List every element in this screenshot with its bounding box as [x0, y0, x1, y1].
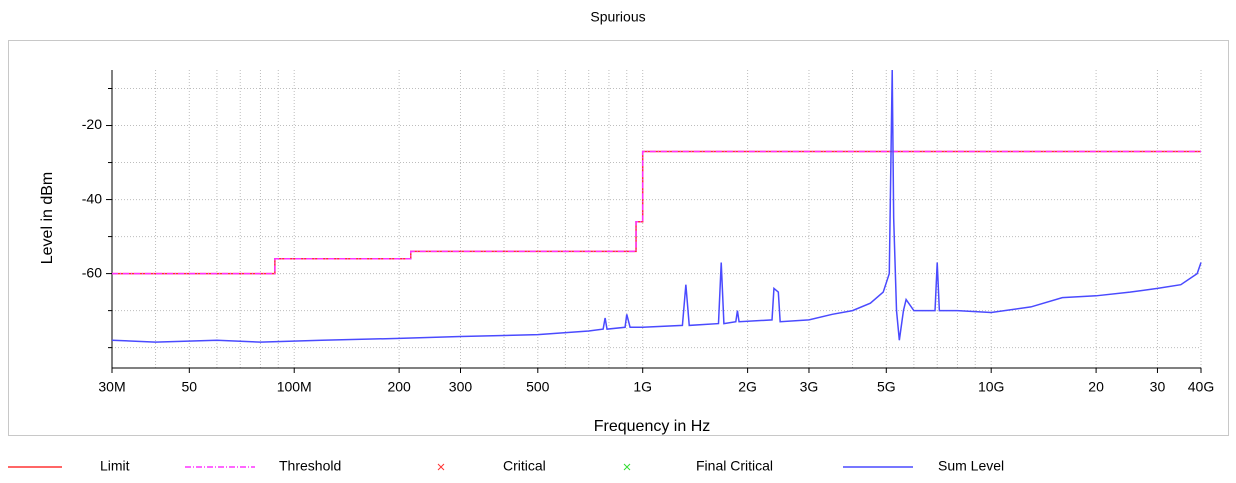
x-tick-label: 30M: [98, 379, 125, 395]
legend-label: Critical: [503, 458, 546, 474]
x-tick-label: 100M: [277, 379, 312, 395]
legend-label: Final Critical: [696, 458, 773, 474]
chart-frame: [8, 40, 1229, 436]
legend-marker: [437, 463, 445, 471]
series-line: [111, 69, 1202, 343]
legend-label: Threshold: [279, 458, 341, 474]
y-tick-label: -20: [82, 116, 102, 132]
x-tick-label: 200: [387, 379, 411, 395]
x-tick-label: 3G: [800, 379, 819, 395]
x-tick-label: 40G: [1188, 379, 1214, 395]
x-tick-label: 30: [1150, 379, 1166, 395]
series-line: [112, 150, 1201, 275]
legend-label: Limit: [100, 458, 130, 474]
x-tick-label: 20: [1088, 379, 1104, 395]
x-tick-label: 2G: [738, 379, 757, 395]
x-tick-label: 10G: [978, 379, 1004, 395]
x-tick-label: 5G: [877, 379, 896, 395]
legend-marker: [623, 463, 631, 471]
x-tick-label: 300: [449, 379, 473, 395]
y-axis-label: Level in dBm: [39, 172, 56, 265]
chart-title: Spurious: [590, 9, 645, 25]
x-tick-label: 500: [526, 379, 550, 395]
x-tick-label: 50: [182, 379, 198, 395]
y-tick-label: -40: [82, 190, 102, 206]
legend-label: Sum Level: [938, 458, 1004, 474]
y-tick-label: -60: [82, 264, 102, 280]
x-tick-label: 1G: [633, 379, 652, 395]
series-line: [112, 150, 1201, 275]
x-axis-label: Frequency in Hz: [594, 418, 711, 435]
